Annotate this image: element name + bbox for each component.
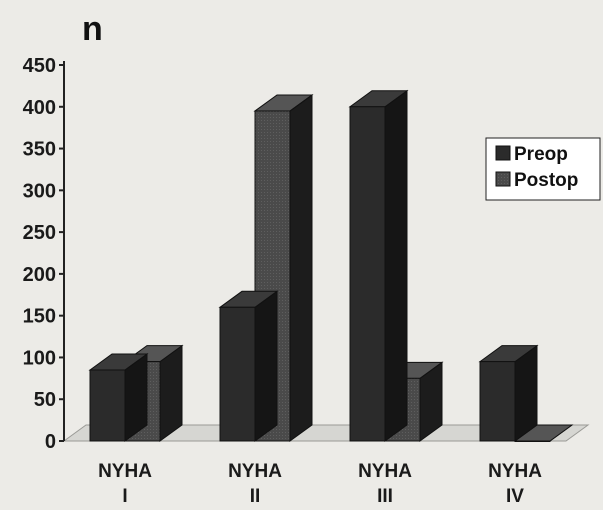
y-tick-label: 350	[23, 139, 56, 161]
preop-bar	[218, 290, 279, 442]
y-tick-label: 200	[23, 264, 56, 286]
y-tick-label: 300	[23, 180, 56, 202]
y-axis-label: n	[82, 10, 103, 48]
y-tick-label: 250	[23, 222, 56, 244]
legend: Preop Postop	[485, 137, 601, 201]
x-tick-label: NYHA	[358, 461, 412, 482]
x-tick-label: II	[250, 486, 261, 507]
x-tick-label: I	[122, 486, 127, 507]
x-tick-label: IV	[506, 486, 524, 507]
y-axis: 0 50 100 150 200 250 300 350 400 450	[23, 55, 65, 453]
legend-label: Preop	[514, 144, 568, 165]
y-tick-label: 100	[23, 347, 56, 369]
x-tick-label: III	[377, 486, 393, 507]
legend-label: Postop	[514, 170, 578, 191]
y-tick-label: 450	[23, 55, 56, 77]
legend-swatch	[495, 145, 511, 161]
x-tick-label: NYHA	[228, 461, 282, 482]
x-tick-label: NYHA	[488, 461, 542, 482]
y-tick-label: 150	[23, 306, 56, 328]
x-axis: NYHA I NYHA II NYHA III NYHA IV	[98, 461, 542, 507]
x-tick-label: NYHA	[98, 461, 152, 482]
y-tick-label: 0	[45, 431, 56, 453]
y-tick-label: 50	[34, 389, 56, 411]
preop-bar	[348, 89, 409, 442]
preop-bar	[478, 344, 539, 442]
y-tick-label: 400	[23, 97, 56, 119]
preop-bar	[88, 352, 149, 442]
bars	[88, 89, 574, 442]
legend-swatch	[495, 171, 511, 187]
